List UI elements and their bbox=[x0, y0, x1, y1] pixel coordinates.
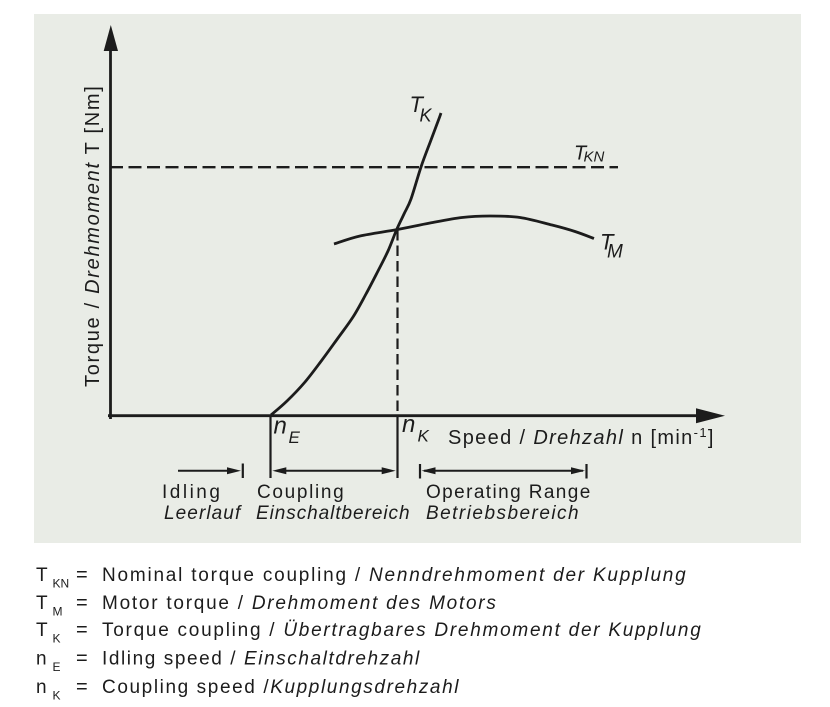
svg-text:n: n bbox=[36, 649, 47, 670]
svg-text:T: T bbox=[600, 230, 615, 255]
svg-text:Torque / Drehmoment T [Nm]: Torque / Drehmoment T [Nm] bbox=[82, 85, 104, 387]
svg-text:=: = bbox=[76, 592, 88, 614]
svg-text:Einschaltbereich: Einschaltbereich bbox=[256, 503, 410, 524]
svg-text:=: = bbox=[76, 648, 88, 670]
svg-text:Operating Range: Operating Range bbox=[426, 482, 592, 503]
svg-text:=: = bbox=[76, 619, 88, 641]
svg-text:M: M bbox=[53, 605, 63, 619]
svg-text:Betriebsbereich: Betriebsbereich bbox=[426, 503, 580, 524]
svg-text:T: T bbox=[36, 620, 48, 641]
svg-text:Leerlauf: Leerlauf bbox=[164, 503, 242, 524]
svg-text:M: M bbox=[607, 242, 623, 263]
svg-text:E: E bbox=[289, 428, 301, 447]
svg-text:n: n bbox=[36, 677, 47, 698]
svg-text:KN: KN bbox=[53, 577, 70, 591]
svg-text:T: T bbox=[410, 92, 425, 117]
svg-text:Idling speed / Einschaltdrehza: Idling speed / Einschaltdrehzahl bbox=[102, 649, 421, 670]
svg-text:Nominal torque coupling / Nenn: Nominal torque coupling / Nenndrehmoment… bbox=[102, 565, 688, 586]
svg-text:K: K bbox=[53, 632, 61, 646]
svg-text:T: T bbox=[36, 593, 48, 614]
svg-text:KN: KN bbox=[584, 149, 605, 166]
svg-text:n: n bbox=[274, 413, 287, 440]
svg-text:Idling: Idling bbox=[162, 482, 222, 503]
svg-text:E: E bbox=[53, 660, 61, 674]
svg-text:n: n bbox=[402, 411, 415, 438]
svg-text:Torque coupling / Übertragbare: Torque coupling / Übertragbares Drehmome… bbox=[102, 620, 703, 641]
svg-text:T: T bbox=[574, 143, 588, 165]
svg-text:K: K bbox=[53, 689, 61, 703]
svg-text:Speed / Drehzahl n [min-1]: Speed / Drehzahl n [min-1] bbox=[448, 425, 715, 449]
svg-text:Coupling speed /Kupplungsdrehz: Coupling speed /Kupplungsdrehzahl bbox=[102, 677, 460, 698]
svg-text:Motor torque / Drehmoment des: Motor torque / Drehmoment des Motors bbox=[102, 593, 498, 614]
svg-text:=: = bbox=[76, 676, 88, 698]
svg-text:K: K bbox=[420, 106, 433, 126]
svg-text:K: K bbox=[418, 427, 430, 446]
svg-text:T: T bbox=[36, 565, 48, 586]
svg-text:=: = bbox=[76, 564, 88, 586]
svg-text:Coupling: Coupling bbox=[257, 482, 345, 503]
